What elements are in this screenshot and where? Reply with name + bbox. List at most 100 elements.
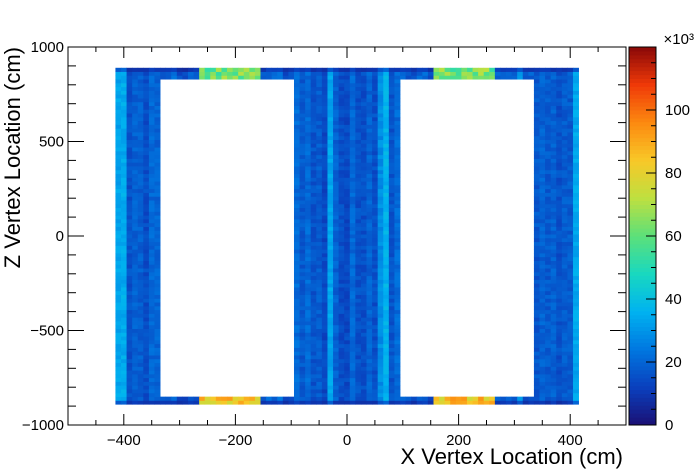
heatmap-cell: [445, 400, 451, 404]
heatmap-cell: [422, 72, 428, 76]
heatmap-cell: [322, 68, 328, 72]
heatmap-cell: [154, 208, 160, 212]
colorbar-band: [629, 165, 656, 169]
heatmap-cell: [143, 268, 149, 272]
heatmap-cell: [540, 181, 546, 185]
heatmap-cell: [339, 279, 345, 283]
heatmap-cell: [389, 242, 395, 246]
heatmap-cell: [545, 98, 551, 102]
heatmap-cell: [143, 382, 149, 386]
heatmap-cell: [305, 295, 311, 299]
heatmap-cell: [545, 234, 551, 238]
heatmap-cell: [138, 253, 144, 257]
colorbar-band: [629, 244, 656, 248]
heatmap-cell: [143, 397, 149, 401]
heatmap-cell: [121, 336, 127, 340]
heatmap-cell: [115, 166, 121, 170]
heatmap-cell: [562, 106, 568, 110]
heatmap-cell: [322, 170, 328, 174]
heatmap-cell: [567, 283, 573, 287]
heatmap-cell: [567, 249, 573, 253]
heatmap-cell: [311, 155, 317, 159]
heatmap-cell: [294, 124, 300, 128]
heatmap-cell: [138, 159, 144, 163]
heatmap-cell: [294, 155, 300, 159]
heatmap-cell: [327, 348, 333, 352]
heatmap-cell: [361, 261, 367, 265]
heatmap-cell: [127, 313, 133, 317]
heatmap-cell: [367, 325, 373, 329]
colorbar-band: [629, 161, 656, 165]
heatmap-cell: [361, 313, 367, 317]
heatmap-cell: [367, 174, 373, 178]
heatmap-cell: [344, 83, 350, 87]
heatmap-cell: [556, 181, 562, 185]
heatmap-cell: [450, 397, 456, 401]
heatmap-cell: [154, 75, 160, 79]
heatmap-cell: [378, 113, 384, 117]
heatmap-cell: [294, 136, 300, 140]
heatmap-cell: [300, 200, 306, 204]
heatmap-cell: [127, 291, 133, 295]
heatmap-cell: [154, 389, 160, 393]
heatmap-cell: [305, 397, 311, 401]
y-tick-label: −500: [30, 323, 64, 340]
heatmap-cell: [344, 155, 350, 159]
heatmap-cell: [322, 128, 328, 132]
heatmap-cell: [372, 351, 378, 355]
colorbar-band: [629, 323, 656, 327]
heatmap-cell: [154, 317, 160, 321]
heatmap-cell: [383, 117, 389, 121]
heatmap-cell: [132, 359, 138, 363]
heatmap-cell: [545, 249, 551, 253]
heatmap-cell: [121, 147, 127, 151]
heatmap-cell: [562, 196, 568, 200]
heatmap-cell: [350, 370, 356, 374]
heatmap-cell: [154, 227, 160, 231]
heatmap-cell: [355, 124, 361, 128]
heatmap-cell: [115, 83, 121, 87]
colorbar-band: [629, 287, 656, 291]
heatmap-cell: [540, 128, 546, 132]
colorbar-band: [629, 114, 656, 118]
heatmap-cell: [389, 230, 395, 234]
heatmap-cell: [294, 332, 300, 336]
heatmap-cell: [327, 302, 333, 306]
heatmap-cell: [132, 159, 138, 163]
heatmap-cell: [294, 348, 300, 352]
heatmap-cell: [545, 317, 551, 321]
heatmap-cell: [327, 268, 333, 272]
heatmap-cell: [367, 219, 373, 223]
heatmap-cell: [316, 234, 322, 238]
heatmap-cell: [540, 249, 546, 253]
heatmap-cell: [322, 132, 328, 136]
heatmap-cell: [115, 242, 121, 246]
heatmap-cell: [540, 185, 546, 189]
heatmap-cell: [261, 400, 267, 404]
heatmap-cell: [361, 143, 367, 147]
heatmap-cell: [562, 348, 568, 352]
heatmap-cell: [573, 68, 579, 72]
heatmap-cell: [556, 389, 562, 393]
heatmap-cell: [311, 208, 317, 212]
heatmap-cell: [389, 268, 395, 272]
heatmap-cell: [562, 140, 568, 144]
heatmap-cell: [132, 109, 138, 113]
heatmap-cell: [294, 170, 300, 174]
heatmap-cell: [355, 283, 361, 287]
heatmap-cell: [322, 143, 328, 147]
heatmap-cell: [127, 348, 133, 352]
heatmap-cell: [154, 351, 160, 355]
heatmap-cell: [372, 359, 378, 363]
heatmap-cell: [478, 400, 484, 404]
heatmap-cell: [372, 98, 378, 102]
heatmap-cell: [567, 193, 573, 197]
heatmap-cell: [367, 264, 373, 268]
heatmap-cell: [378, 245, 384, 249]
heatmap-cell: [367, 340, 373, 344]
heatmap-cell: [545, 245, 551, 249]
heatmap-cell: [567, 313, 573, 317]
heatmap-cell: [138, 370, 144, 374]
heatmap-cell: [316, 298, 322, 302]
heatmap-cell: [333, 264, 339, 268]
